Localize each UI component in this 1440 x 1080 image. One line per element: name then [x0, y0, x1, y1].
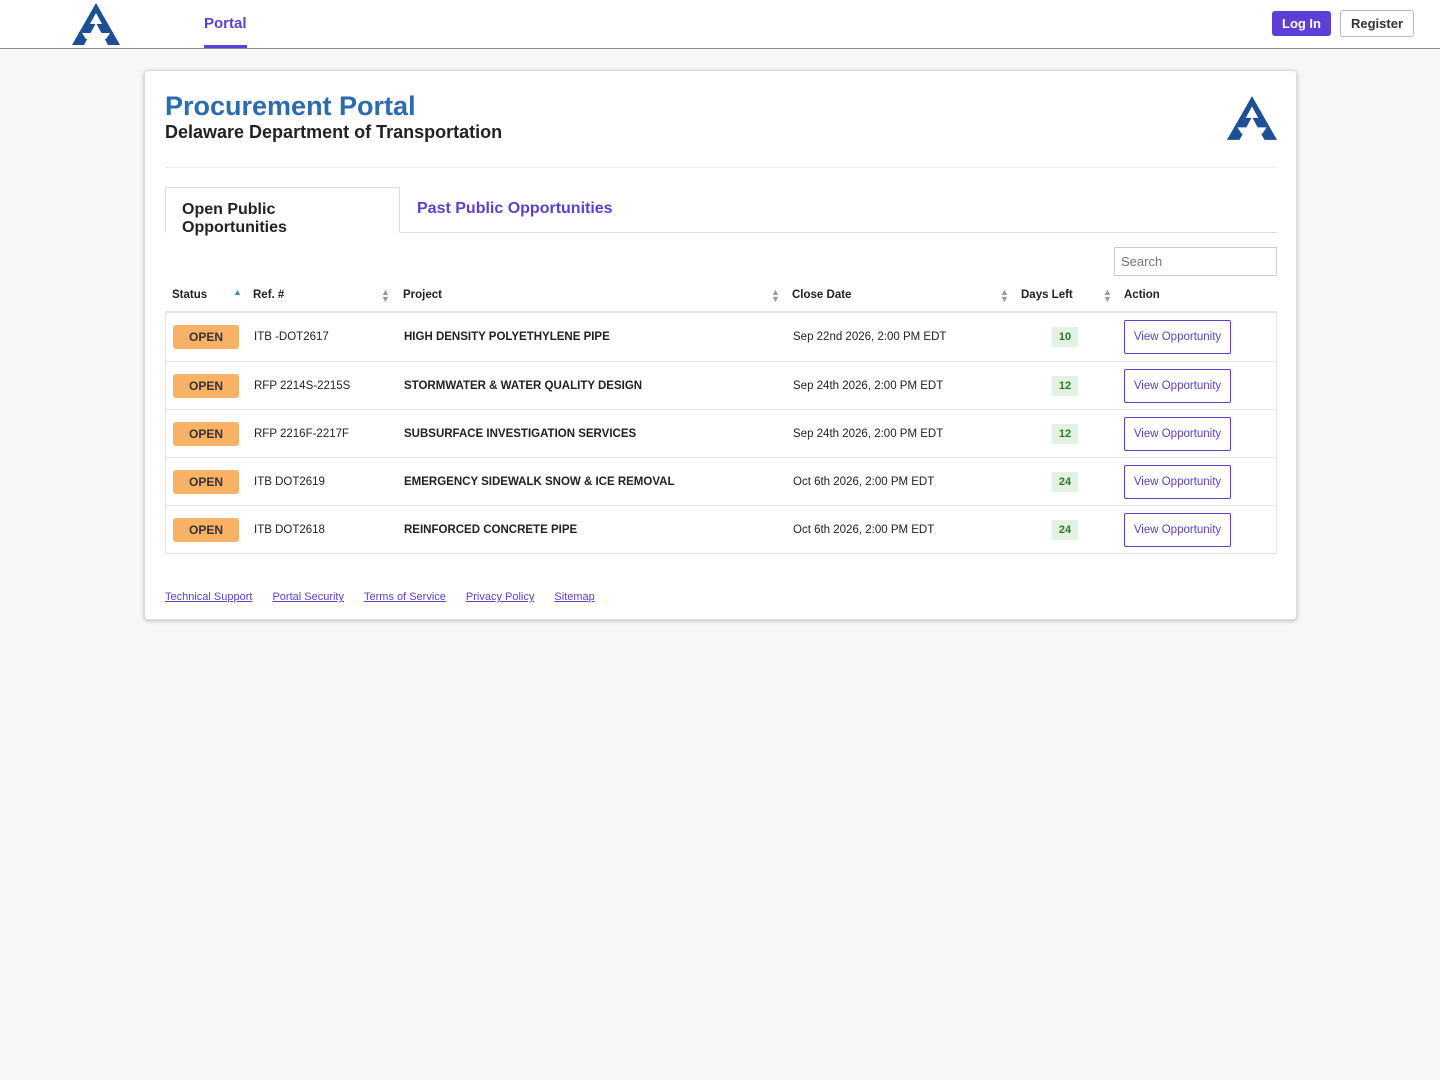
view-button[interactable]: View Opportunity [1124, 513, 1231, 547]
close-date: Sep 24th 2026, 2:00 PM EDT [793, 428, 944, 440]
days-left: 12 [1052, 424, 1078, 444]
project-name: REINFORCED CONCRETE PIPE [404, 524, 578, 536]
table-row: OPEN RFP 2216F-2217F SUBSURFACE INVESTIGAT… [166, 409, 1276, 457]
table-row: OPEN ITB DOT2619 EMERGENCY SIDEWALK SNOW &… [166, 457, 1276, 505]
view-button[interactable]: View Opportunity [1124, 465, 1231, 499]
ref-number: ITB DOT2619 [254, 476, 325, 488]
tab[interactable]: Past Public Opportunities [417, 200, 613, 217]
days-left: 10 [1052, 327, 1078, 347]
ref-number: RFP 2216F-2217F [254, 428, 350, 440]
sort-icon[interactable]: ▲ ▼ [1000, 287, 1009, 304]
nav-tab[interactable]: Portal [204, 15, 247, 48]
footer-link[interactable]: Portal Security [272, 591, 344, 603]
footer-link[interactable]: Technical Support [165, 591, 253, 603]
status-badge: OPEN [173, 470, 239, 494]
logo[interactable] [72, 3, 120, 45]
close-date: Oct 6th 2026, 2:00 PM EDT [793, 524, 935, 536]
table-row: OPEN ITB DOT2618 REINFORCED CONCRETE PIPE O… [166, 505, 1276, 553]
project-name: SUBSURFACE INVESTIGATION SERVICES [404, 428, 637, 440]
footer-link[interactable]: Terms of Service [363, 591, 446, 603]
tab[interactable]: Open Public Opportunities [165, 187, 400, 236]
view-button[interactable]: View Opportunity [1124, 417, 1231, 451]
ref-number: ITB -DOT2617 [254, 331, 329, 343]
table-row: OPEN ITB -DOT2617 HIGH DENSITY POLYETHYLEN… [166, 313, 1276, 361]
status-badge: OPEN [173, 518, 239, 542]
column-header[interactable]: Status [172, 289, 208, 301]
logo [1227, 96, 1277, 140]
table-row: OPEN RFP 2214S-2215S STORMWATER & WATER QU… [166, 361, 1276, 409]
view-button[interactable]: View Opportunity [1124, 369, 1231, 403]
status-badge: OPEN [173, 422, 239, 446]
project-name: HIGH DENSITY POLYETHYLENE PIPE [404, 331, 610, 343]
column-header[interactable]: Days Left [1021, 289, 1073, 301]
column-header[interactable]: Ref. # [253, 289, 285, 301]
project-name: STORMWATER & WATER QUALITY DESIGN [404, 380, 643, 392]
register-button[interactable]: Register [1340, 10, 1414, 37]
footer-link[interactable]: Sitemap [554, 591, 595, 603]
project-name: EMERGENCY SIDEWALK SNOW & ICE REMOVAL [404, 476, 675, 488]
login-button[interactable]: Log In [1272, 11, 1331, 36]
status-badge: OPEN [173, 325, 239, 349]
ref-number: ITB DOT2618 [254, 524, 325, 536]
search-input[interactable] [1114, 247, 1277, 276]
close-date: Oct 6th 2026, 2:00 PM EDT [793, 476, 935, 488]
column-header: Action [1124, 289, 1160, 301]
sort-icon[interactable]: ▲ ▼ [771, 287, 780, 304]
navbar: Portal Log In Register [0, 0, 1440, 49]
subtitle: Delaware Department of Transportation [165, 122, 503, 142]
table-body: OPEN ITB -DOT2617 HIGH DENSITY POLYETHYLEN… [165, 313, 1277, 554]
sort-icon[interactable]: ▲ [233, 287, 242, 297]
tab-bar: Open Public Opportunities Past Public Op… [165, 187, 1277, 236]
status-badge: OPEN [173, 374, 239, 398]
portal-card: Procurement Portal Delaware Department o… [144, 70, 1297, 620]
title: Procurement Portal [165, 91, 416, 121]
footer-link[interactable]: Privacy Policy [465, 591, 535, 603]
divider [165, 167, 1277, 168]
footer: Technical Support Portal Security Terms of… [165, 587, 615, 605]
close-date: Sep 22nd 2026, 2:00 PM EDT [793, 331, 947, 343]
header-divider [165, 311, 1277, 313]
sort-icon[interactable]: ▲ ▼ [381, 287, 390, 304]
sort-icon[interactable]: ▲ ▼ [1103, 287, 1112, 304]
column-header[interactable]: Project [403, 289, 442, 301]
ref-number: RFP 2214S-2215S [254, 380, 351, 392]
days-left: 12 [1052, 376, 1078, 396]
days-left: 24 [1052, 520, 1078, 540]
column-header[interactable]: Close Date [792, 289, 852, 301]
view-button[interactable]: View Opportunity [1124, 320, 1231, 354]
days-left: 24 [1052, 472, 1078, 492]
close-date: Sep 24th 2026, 2:00 PM EDT [793, 380, 944, 392]
